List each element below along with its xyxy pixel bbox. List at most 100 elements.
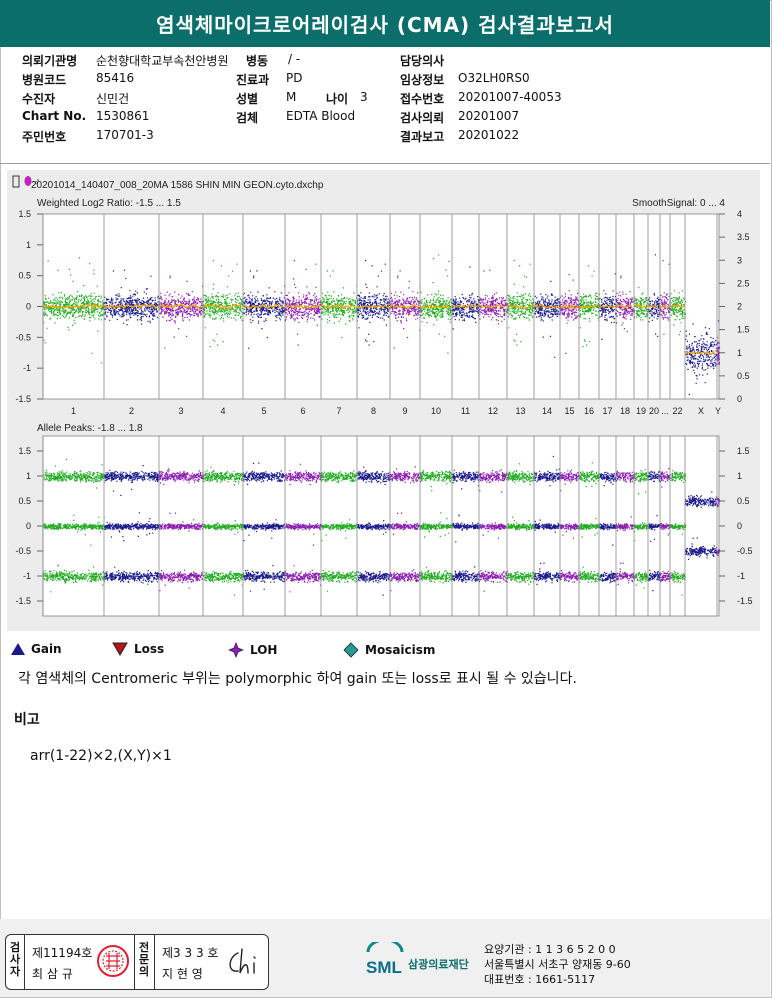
specialist-label: 전문의 <box>138 941 150 978</box>
allele-points-chr-10 <box>420 469 454 584</box>
chromosome-label-4: 4 <box>220 406 225 416</box>
log2-points-chr-9 <box>390 270 422 349</box>
bottom-right-ytick-label: -0.5 <box>737 546 753 556</box>
sml-logo-icon: SML <box>366 938 404 977</box>
bottom-ytick-label: 0 <box>26 521 31 531</box>
allele-points-chr-2 <box>104 465 161 585</box>
code-label: 병원코드 <box>22 73 67 87</box>
sex-value: M <box>286 90 297 104</box>
top-right-ytick-label: 3.5 <box>737 232 750 242</box>
dept-value: PD <box>286 71 303 85</box>
chromosome-label-8: 8 <box>371 406 376 416</box>
chromosome-label-15: 15 <box>564 406 574 416</box>
specialist-number: 제3 3 3 호 <box>162 946 219 960</box>
top-ytick-label: -0.5 <box>15 332 31 342</box>
log2-points-chr-14 <box>534 280 562 358</box>
chromosome-label-16: 16 <box>584 406 594 416</box>
specimen-label: 검체 <box>236 111 259 125</box>
top-right-ytick-label: 2.5 <box>737 278 750 288</box>
top-right-ytick-label: 0.5 <box>737 371 750 381</box>
legend-loss-label: Loss <box>134 642 165 656</box>
bottom-right-ytick-label: 0.5 <box>737 496 750 506</box>
examiner-number: 제11194호 <box>32 946 93 960</box>
log2-points-chr-22 <box>670 290 687 336</box>
top-ytick-label: -1.5 <box>15 394 31 404</box>
top-right-ytick-label: 1.5 <box>737 325 750 335</box>
specialist-name: 지 현 영 <box>162 967 203 981</box>
signature-box: 검사자 제11194호 최 삼 규 전문의 제3 3 3 호 지 현 영 <box>5 934 269 990</box>
top-ytick-label: -1 <box>23 363 31 373</box>
chromosome-label-X: X <box>698 406 704 416</box>
smooth-signal-chr-13 <box>506 304 534 309</box>
chart-no-value: 1530861 <box>96 109 150 123</box>
request-label: 검사의뢰 <box>400 111 445 125</box>
smooth-signal-chr-12 <box>478 304 506 309</box>
smooth-signal-chr-6 <box>284 303 320 310</box>
bottom-right-ytick-label: 1 <box>737 471 742 481</box>
bottom-ytick-label: -0.5 <box>15 546 31 556</box>
bottom-panel-title: Allele Peaks: -1.8 ... 1.8 <box>37 423 143 434</box>
allele-points-chr-13 <box>507 463 536 585</box>
organization-info: 요양기관 : 1 1 3 6 5 2 0 0 서울특별시 서초구 양재동 9-6… <box>484 942 631 987</box>
allele-points-chr-6 <box>285 463 323 593</box>
ward-value: / - <box>288 52 301 66</box>
allele-points-chr-4 <box>203 466 245 596</box>
legend-loh-label: LOH <box>250 643 278 657</box>
smooth-signal-chr-15 <box>559 303 579 310</box>
log2-points-chr-X <box>685 323 719 396</box>
smooth-signal-chr-X <box>684 350 716 356</box>
top-right-ytick-label: 2 <box>737 302 742 312</box>
log2-points-chr-4 <box>203 260 244 348</box>
id-label: 주민번호 <box>22 130 67 144</box>
smooth-signal-chr-17 <box>598 304 616 309</box>
chromosome-label-12: 12 <box>488 406 498 416</box>
allele-points-chr-1 <box>43 458 106 593</box>
smooth-signal-chr-7 <box>320 304 356 310</box>
specialist-vertical-label: 전문의 <box>137 942 151 978</box>
allele-points-chr-18 <box>616 470 636 585</box>
id-value: 170701-3 <box>96 128 154 142</box>
log2-points-chr-Y <box>717 320 721 365</box>
top-ytick-label: 0 <box>26 302 31 312</box>
remark-title: 비고 <box>14 712 40 728</box>
age-label: 나이 <box>326 92 349 106</box>
remark-karyotype: arr(1-22)×2,(X,Y)×1 <box>30 748 172 764</box>
smooth-signal-chr-9 <box>389 303 419 311</box>
log2-points-chr-2 <box>104 269 161 326</box>
smooth-signal-chr-1 <box>42 303 104 310</box>
smooth-signal-chr-14 <box>533 304 559 310</box>
allele-points-chr-17 <box>599 471 618 586</box>
allele-points-chr-Y <box>717 497 721 556</box>
clinical-value: O32LH0RS0 <box>458 71 530 85</box>
log2-points-chr-8 <box>357 260 391 346</box>
chromosome-label-2: 2 <box>129 406 134 416</box>
chromosome-label-19: 19 <box>636 406 646 416</box>
report-date-value: 20201022 <box>458 128 520 142</box>
chromosome-label-7: 7 <box>336 406 341 416</box>
log2-points-chr-7 <box>321 270 359 339</box>
chromosome-label-5: 5 <box>261 406 266 416</box>
receipt-label: 접수번호 <box>400 92 445 106</box>
hospital-value: 순천향대학교부속천안병원 <box>96 54 229 68</box>
log2-points-chr-18 <box>616 275 636 333</box>
top-panel-right-title: SmoothSignal: 0 ... 4 <box>632 198 725 209</box>
top-right-ytick-label: 0 <box>737 394 742 404</box>
allele-points-chr-16 <box>579 462 601 583</box>
sex-label: 성별 <box>236 92 259 106</box>
female-marker-icon <box>24 176 32 186</box>
log2-points-chr-5 <box>243 270 287 349</box>
bottom-ytick-label: -1.5 <box>15 596 31 606</box>
chromosome-label-6: 6 <box>300 406 305 416</box>
loss-triangle-icon <box>112 642 128 656</box>
male-symbol-icon: ♂ <box>33 177 41 188</box>
chromosome-label-22: 22 <box>672 406 682 416</box>
chromosome-label-13: 13 <box>515 406 525 416</box>
divider <box>0 163 770 164</box>
svg-text:SML: SML <box>366 958 402 976</box>
allele-points-chr-5 <box>243 462 287 592</box>
bottom-ytick-label: 1 <box>26 471 31 481</box>
patient-name-value: 신민건 <box>96 92 130 106</box>
hospital-label: 의뢰기관명 <box>22 54 78 68</box>
request-value: 20201007 <box>458 109 520 123</box>
log2-points-chr-19 <box>634 287 650 321</box>
